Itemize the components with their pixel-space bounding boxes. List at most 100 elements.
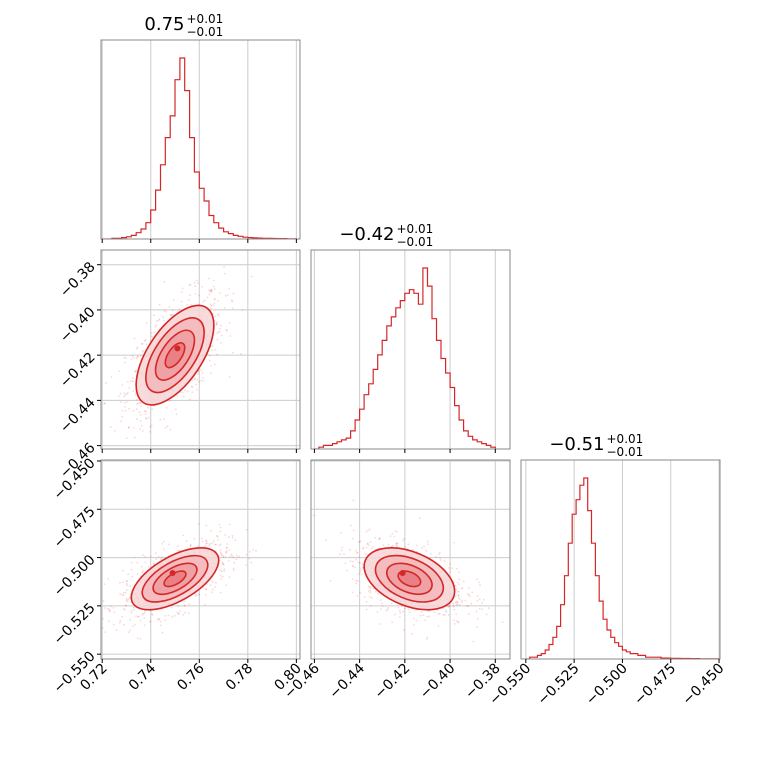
y-tick-label: −0.40 <box>57 304 99 346</box>
scatter-point <box>422 614 425 617</box>
scatter-point <box>142 554 145 556</box>
scatter-point <box>182 395 185 398</box>
scatter-point <box>177 612 180 615</box>
scatter-point <box>221 575 224 578</box>
scatter-point <box>413 624 415 626</box>
scatter-point <box>476 626 478 629</box>
scatter-point <box>190 303 192 306</box>
scatter-point <box>482 598 485 601</box>
scatter-point <box>112 607 115 609</box>
scatter-point <box>140 425 143 427</box>
scatter-point <box>426 610 429 612</box>
scatter-point <box>176 545 179 548</box>
scatter-point <box>141 613 144 616</box>
scatter-point <box>235 558 238 561</box>
scatter-point <box>124 410 127 412</box>
scatter-point <box>101 626 104 629</box>
scatter-point <box>205 588 207 591</box>
scatter-point <box>202 587 205 589</box>
scatter-point <box>178 307 181 310</box>
scatter-point <box>201 285 204 288</box>
scatter-point <box>84 640 86 642</box>
scatter-point <box>119 593 121 595</box>
scatter-point <box>211 580 214 583</box>
scatter-point <box>149 458 151 460</box>
scatter-point <box>124 591 127 594</box>
scatter-point <box>133 337 136 340</box>
scatter-point <box>179 610 182 612</box>
scatter-point <box>209 290 212 293</box>
scatter-point <box>143 624 146 627</box>
scatter-point <box>411 548 414 551</box>
scatter-point <box>125 357 127 360</box>
scatter-point <box>438 553 441 556</box>
panel-title-value: −0.42 <box>339 224 394 245</box>
scatter-point <box>230 553 233 556</box>
scatter-point <box>136 346 139 349</box>
scatter-point <box>240 353 243 355</box>
scatter-point <box>219 526 222 529</box>
scatter-point <box>171 309 174 312</box>
scatter-point <box>195 595 197 597</box>
scatter-point <box>139 414 142 416</box>
scatter-point <box>195 279 198 282</box>
scatter-point <box>455 588 458 591</box>
scatter-point <box>122 594 125 597</box>
scatter-point <box>197 282 199 284</box>
scatter-point <box>194 378 196 381</box>
scatter-point <box>352 565 354 568</box>
scatter-point <box>365 608 368 611</box>
scatter-point <box>367 590 370 593</box>
scatter-point <box>145 322 148 324</box>
scatter-point <box>380 608 382 611</box>
scatter-point <box>415 544 418 547</box>
histogram-line <box>314 267 496 449</box>
scatter-point <box>163 418 165 420</box>
scatter-point <box>134 370 137 373</box>
panel-title-upper: +0.01 <box>397 222 434 236</box>
x-tick-label: 0.74 <box>126 660 159 693</box>
scatter-point <box>201 372 204 374</box>
scatter-point <box>159 418 162 421</box>
scatter-point <box>125 580 128 583</box>
scatter-point <box>208 544 211 546</box>
y-tick-label: −0.44 <box>57 395 99 437</box>
scatter-point <box>386 608 389 611</box>
scatter-point <box>204 544 207 547</box>
scatter-point <box>153 562 156 564</box>
scatter-point <box>355 582 358 585</box>
panel-frame <box>520 459 721 660</box>
scatter-point <box>450 567 453 569</box>
scatter-point <box>442 613 445 616</box>
scatter-point <box>378 537 381 539</box>
scatter-point <box>194 293 197 295</box>
x-tick-label: −0.40 <box>417 661 459 703</box>
scatter-point <box>223 307 226 309</box>
scatter-point <box>453 608 456 611</box>
scatter-point <box>183 605 186 607</box>
scatter-point <box>356 551 358 554</box>
scatter-point <box>103 402 106 405</box>
scatter-point <box>115 629 118 632</box>
scatter-point <box>120 420 123 422</box>
scatter-point <box>90 391 92 393</box>
scatter-point <box>103 583 106 585</box>
scatter-point <box>210 530 213 532</box>
scatter-point <box>202 380 205 382</box>
scatter-point <box>121 409 124 412</box>
scatter-point <box>219 549 222 552</box>
scatter-point <box>136 403 139 405</box>
scatter-point <box>128 387 131 389</box>
scatter-point <box>136 561 139 564</box>
scatter-point <box>456 601 459 603</box>
scatter-point <box>198 593 201 595</box>
scatter-point <box>126 583 128 585</box>
scatter-point <box>404 546 407 548</box>
scatter-point <box>227 560 230 562</box>
scatter-point <box>150 331 153 334</box>
scatter-point <box>169 400 171 403</box>
scatter-point <box>245 564 248 566</box>
scatter-point <box>108 610 111 612</box>
scatter-point <box>158 618 161 620</box>
scatter-point <box>119 581 121 584</box>
